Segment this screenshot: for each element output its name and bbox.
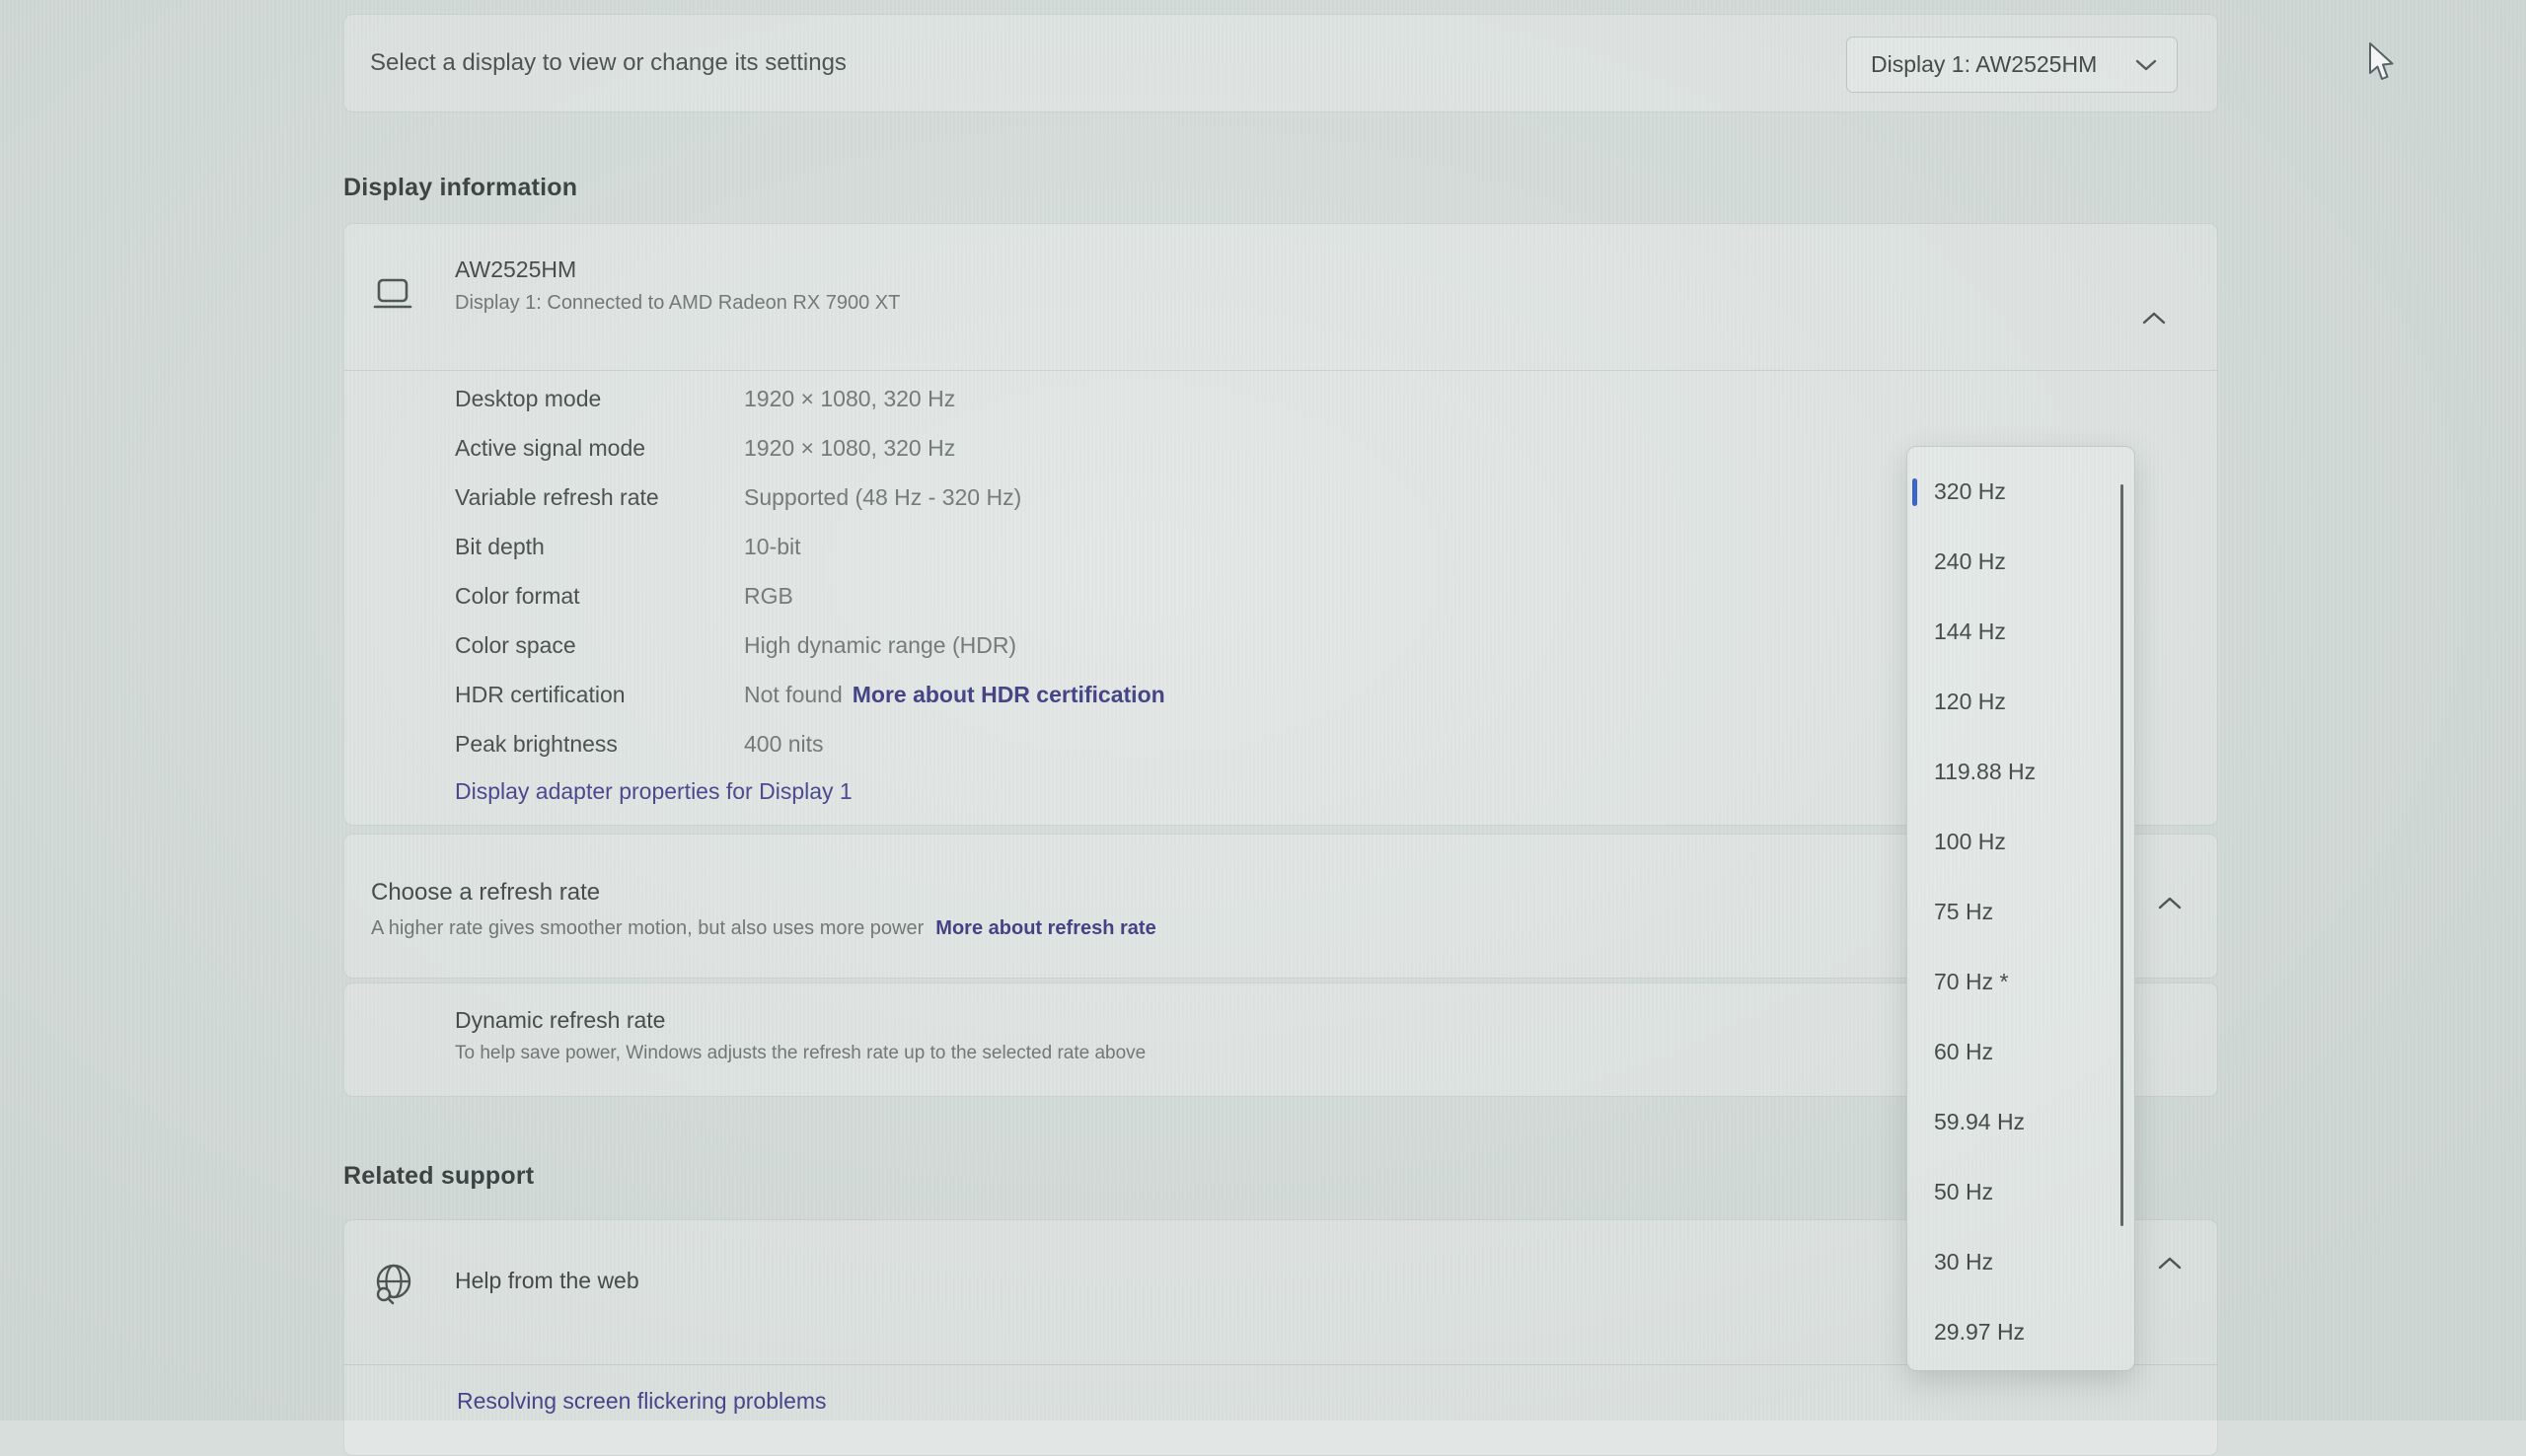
related-support-header: Related support: [343, 1162, 535, 1190]
divider: [344, 370, 2217, 371]
monitor-connection: Display 1: Connected to AMD Radeon RX 79…: [455, 292, 901, 314]
monitor-name: AW2525HM: [455, 256, 577, 282]
display-selector-dropdown[interactable]: Display 1: AW2525HM: [1846, 36, 2178, 93]
detail-label: Variable refresh rate: [455, 483, 659, 510]
display-selector-value: Display 1: AW2525HM: [1871, 51, 2098, 77]
detail-row: Bit depth 10-bit: [344, 522, 2217, 571]
dynamic-refresh-rate-title: Dynamic refresh rate: [455, 1007, 666, 1033]
dynamic-refresh-rate-card: Dynamic refresh rate To help save power,…: [343, 983, 2218, 1097]
detail-label: Color space: [455, 631, 576, 658]
detail-value: Supported (48 Hz - 320 Hz): [744, 483, 1022, 510]
chevron-up-icon[interactable]: [2158, 1256, 2182, 1271]
globe-search-icon: [376, 1264, 411, 1305]
chevron-up-icon[interactable]: [2142, 311, 2166, 326]
detail-label: Bit depth: [455, 533, 545, 559]
help-from-web-title: Help from the web: [455, 1268, 639, 1293]
refresh-rate-option-label: 30 Hz: [1934, 1249, 1994, 1274]
refresh-rate-option-label: 60 Hz: [1934, 1039, 1994, 1064]
detail-row: Color space High dynamic range (HDR): [344, 620, 2217, 670]
refresh-rate-option-label: 240 Hz: [1934, 548, 2006, 574]
refresh-rate-title: Choose a refresh rate: [371, 879, 601, 906]
refresh-rate-subtitle-text: A higher rate gives smoother motion, but…: [371, 917, 925, 939]
select-display-card: Select a display to view or change its s…: [343, 14, 2218, 112]
refresh-rate-option[interactable]: 70 Hz *: [1907, 947, 2134, 1017]
detail-row: Desktop mode 1920 × 1080, 320 Hz: [344, 374, 2217, 423]
detail-label: Active signal mode: [455, 434, 646, 461]
detail-value: 10-bit: [744, 533, 801, 559]
refresh-rate-option[interactable]: 240 Hz: [1907, 527, 2134, 597]
refresh-rate-option[interactable]: 59.94 Hz: [1907, 1087, 2134, 1157]
display-information-header: Display information: [343, 174, 578, 201]
refresh-rate-option-label: 75 Hz: [1934, 899, 1994, 924]
detail-row: HDR certification Not found More about HDR…: [344, 670, 2217, 719]
refresh-rate-option[interactable]: 100 Hz: [1907, 807, 2134, 877]
refresh-rate-option-label: 119.88 Hz: [1934, 759, 2037, 784]
refresh-rate-option-label: 29.97 Hz: [1934, 1319, 2026, 1345]
detail-value: Not found More about HDR certification: [744, 681, 1165, 707]
refresh-rate-option[interactable]: 30 Hz: [1907, 1227, 2134, 1297]
refresh-rate-option[interactable]: 29.97 Hz: [1907, 1297, 2134, 1367]
detail-value: 1920 × 1080, 320 Hz: [744, 385, 956, 411]
refresh-rate-option-label: 50 Hz: [1934, 1179, 1994, 1204]
display-information-card: AW2525HM Display 1: Connected to AMD Rad…: [343, 223, 2218, 826]
detail-row: Variable refresh rate Supported (48 Hz - …: [344, 473, 2217, 522]
help-from-web-card: Help from the web Resolving screen flick…: [343, 1219, 2218, 1456]
refresh-rate-option-label: 320 Hz: [1934, 478, 2006, 504]
resolving-screen-flickering-link[interactable]: Resolving screen flickering problems: [457, 1388, 827, 1414]
detail-row: Active signal mode 1920 × 1080, 320 Hz: [344, 423, 2217, 473]
refresh-rate-option-label: 120 Hz: [1934, 689, 2006, 714]
refresh-rate-option-label: 100 Hz: [1934, 829, 2006, 854]
chevron-up-icon[interactable]: [2158, 896, 2182, 910]
dynamic-refresh-rate-subtitle: To help save power, Windows adjusts the …: [455, 1043, 1147, 1063]
flyout-scrollbar[interactable]: [2120, 484, 2123, 1226]
refresh-rate-option[interactable]: 50 Hz: [1907, 1157, 2134, 1227]
selection-indicator: [1912, 477, 1917, 506]
detail-label: Color format: [455, 582, 580, 609]
refresh-rate-option[interactable]: 120 Hz: [1907, 667, 2134, 737]
detail-value: 1920 × 1080, 320 Hz: [744, 434, 956, 461]
display-info-titles: AW2525HM Display 1: Connected to AMD Rad…: [455, 256, 900, 315]
display-adapter-properties-link[interactable]: Display adapter properties for Display 1: [455, 778, 853, 804]
more-about-refresh-rate-link[interactable]: More about refresh rate: [935, 917, 1156, 939]
refresh-rate-option[interactable]: 320 Hz: [1907, 457, 2134, 527]
refresh-rate-option-label: 59.94 Hz: [1934, 1109, 2026, 1134]
display-detail-list: Desktop mode 1920 × 1080, 320 Hz Active si…: [344, 374, 2217, 768]
detail-value: High dynamic range (HDR): [744, 631, 1017, 658]
refresh-rate-option[interactable]: 119.88 Hz: [1907, 737, 2134, 807]
refresh-rate-subtitle: A higher rate gives smoother motion, but…: [371, 917, 1156, 940]
detail-row: Peak brightness 400 nits: [344, 719, 2217, 768]
select-display-label: Select a display to view or change its s…: [370, 49, 847, 76]
refresh-rate-option[interactable]: 144 Hz: [1907, 597, 2134, 667]
more-about-hdr-certification-link[interactable]: More about HDR certification: [852, 681, 1165, 707]
detail-label: Peak brightness: [455, 730, 618, 757]
chevron-down-icon: [2135, 59, 2157, 70]
refresh-rate-flyout: 320 Hz 240 Hz 144 Hz 120 Hz 119.88 Hz 100 Hz 7…: [1906, 446, 2135, 1371]
detail-label: Desktop mode: [455, 385, 602, 411]
detail-value: 400 nits: [744, 730, 824, 757]
display-info-card-header[interactable]: AW2525HM Display 1: Connected to AMD Rad…: [344, 224, 2217, 370]
detail-row: Color format RGB: [344, 571, 2217, 620]
monitor-icon: [373, 278, 412, 309]
refresh-rate-option[interactable]: 75 Hz: [1907, 877, 2134, 947]
detail-value: RGB: [744, 582, 793, 609]
mouse-cursor-icon: [2369, 42, 2394, 80]
refresh-rate-option-label: 70 Hz *: [1934, 969, 2009, 994]
choose-refresh-rate-card: Choose a refresh rate A higher rate give…: [343, 834, 2218, 979]
refresh-rate-option-label: 144 Hz: [1934, 619, 2006, 644]
detail-label: HDR certification: [455, 681, 626, 707]
refresh-rate-option[interactable]: 60 Hz: [1907, 1017, 2134, 1087]
divider: [344, 1364, 2217, 1365]
